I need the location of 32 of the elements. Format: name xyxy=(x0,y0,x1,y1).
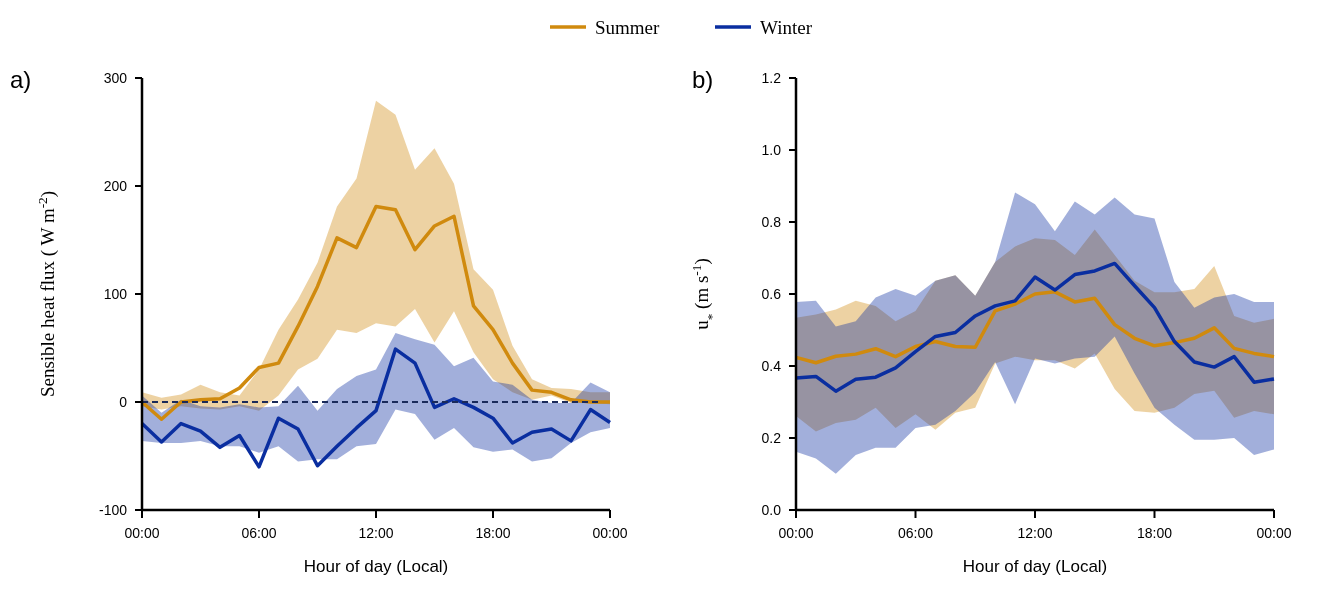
chart-title: b) xyxy=(692,66,714,93)
y-tick-label: 0.0 xyxy=(761,501,782,518)
legend-label: Winter xyxy=(760,16,813,38)
y-tick-label: 0 xyxy=(119,393,128,410)
y-tick-label: 0.4 xyxy=(761,357,782,374)
chart-title: a) xyxy=(10,66,32,93)
line-series xyxy=(140,204,612,422)
x-tick-label: 06:00 xyxy=(897,525,934,541)
x-tick-label: 06:00 xyxy=(241,525,277,541)
legend-label: Summer xyxy=(595,16,661,38)
y-tick-label: 300 xyxy=(103,69,128,86)
x-tick-label: 12:00 xyxy=(1017,525,1053,541)
y-tick-label: 0.8 xyxy=(761,213,782,230)
x-axis-title: Hour of day (Local) xyxy=(303,557,449,576)
line-series xyxy=(140,347,612,469)
y-tick-label: 200 xyxy=(103,177,128,194)
y-tick-label: 0.2 xyxy=(761,429,782,446)
line-series xyxy=(794,261,1276,393)
y-tick-label: 100 xyxy=(103,285,128,302)
x-axis-title: Hour of day (Local) xyxy=(962,557,1108,576)
y-tick-label: 1.0 xyxy=(761,141,782,158)
y-tick-label: 1.2 xyxy=(761,69,782,86)
x-tick-label: 12:00 xyxy=(358,525,394,541)
x-tick-label: 00:00 xyxy=(592,525,628,541)
x-tick-label: 00:00 xyxy=(1256,525,1292,541)
x-tick-label: 00:00 xyxy=(778,525,814,541)
y-tick-label: 0.6 xyxy=(761,285,782,302)
x-tick-label: 18:00 xyxy=(475,525,511,541)
line-series xyxy=(794,290,1276,365)
y-tick-label: -100 xyxy=(98,501,128,518)
x-tick-label: 18:00 xyxy=(1136,525,1173,541)
x-tick-label: 00:00 xyxy=(124,525,160,541)
